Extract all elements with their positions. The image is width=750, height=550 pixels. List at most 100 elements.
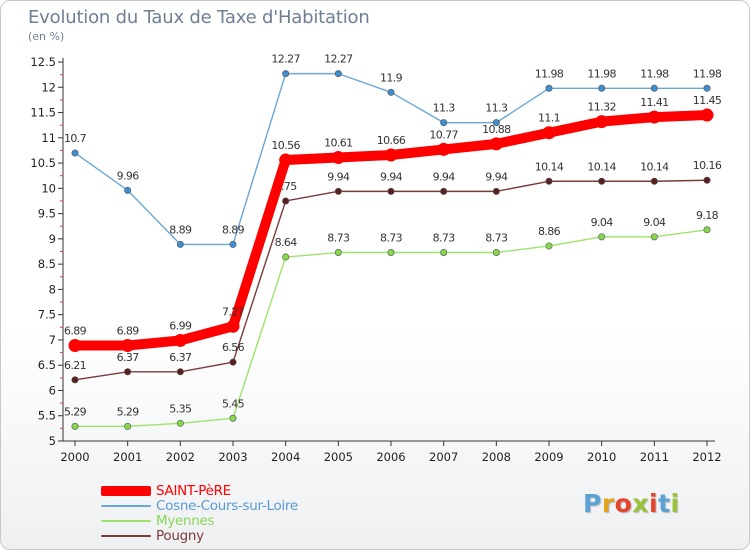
x-tick-label: 2005	[324, 450, 353, 464]
x-tick-label: 2007	[429, 450, 458, 464]
data-label: 10.16	[693, 159, 722, 172]
x-tick-label: 2009	[534, 450, 563, 464]
data-point	[492, 119, 500, 127]
y-tick-label: 9.5	[38, 207, 56, 221]
series-myennes: 5.29 5.29 5.35 5.45 8.64 8.73 8.73 8.73 8.73 8.86…	[64, 209, 719, 430]
data-point	[440, 119, 448, 127]
data-label: 9.04	[643, 216, 666, 229]
data-label: 9.18	[696, 209, 719, 222]
data-point	[331, 151, 345, 165]
logo-letter: P	[583, 489, 602, 518]
legend-item-cosne-cours-sur-loire: Cosne-Cours-sur-Loire	[101, 498, 361, 514]
data-point	[489, 137, 503, 151]
data-point	[282, 197, 290, 205]
data-label: 10.14	[587, 160, 616, 173]
data-point	[176, 240, 184, 248]
data-label: 9.94	[433, 170, 456, 183]
data-point	[542, 126, 556, 140]
data-label: 6.37	[169, 351, 192, 364]
x-tick-label: 2006	[376, 450, 405, 464]
data-point	[700, 108, 714, 122]
data-point	[440, 187, 448, 195]
data-label: 6.89	[64, 324, 87, 337]
x-tick-label: 2011	[640, 450, 669, 464]
data-point	[176, 419, 184, 427]
data-point	[71, 376, 79, 384]
data-point	[387, 249, 395, 257]
data-point	[492, 249, 500, 257]
data-label: 9.04	[591, 216, 614, 229]
data-label: 10.88	[482, 123, 511, 136]
data-label: 8.86	[538, 225, 561, 238]
data-label: 11.98	[693, 67, 722, 80]
data-point	[124, 186, 132, 194]
data-point	[650, 233, 658, 241]
legend-item-pougny: Pougny	[101, 528, 361, 544]
data-label: 11.3	[433, 102, 456, 115]
data-label: 9.94	[485, 170, 508, 183]
data-point	[334, 249, 342, 257]
data-label: 10.14	[535, 160, 564, 173]
x-tick-label: 2000	[60, 450, 89, 464]
legend-label: Cosne-Cours-sur-Loire	[156, 498, 298, 514]
x-tick-label: 2002	[166, 450, 195, 464]
data-label: 11.32	[587, 101, 616, 114]
x-tick-label: 2001	[113, 450, 142, 464]
data-label: 6.99	[169, 319, 192, 332]
legend-item-saint-pere: SAINT-PèRE	[101, 483, 361, 499]
data-label: 8.73	[327, 232, 350, 245]
y-tick-label: 7.5	[38, 308, 56, 322]
y-tick-label: 10	[41, 181, 56, 195]
data-label: 8.89	[169, 223, 192, 236]
data-label: 9.94	[380, 170, 403, 183]
data-point	[334, 70, 342, 78]
data-point	[440, 249, 448, 257]
data-label: 6.21	[64, 359, 86, 372]
data-point	[229, 414, 237, 422]
data-label: 10.14	[640, 160, 669, 173]
data-label: 11.1	[538, 112, 560, 125]
proxiti-logo: Proxiti	[583, 489, 680, 518]
logo-letter: r	[601, 489, 615, 518]
data-label: 6.37	[117, 351, 140, 364]
data-label: 8.89	[222, 223, 245, 236]
data-point	[598, 84, 606, 92]
data-point	[124, 368, 132, 376]
data-point	[124, 422, 132, 430]
data-label: 10.66	[377, 134, 406, 147]
data-label: 11.98	[587, 67, 616, 80]
y-tick-label: 10.5	[30, 156, 56, 170]
data-point	[387, 187, 395, 195]
data-label: 8.73	[485, 232, 508, 245]
data-point	[387, 88, 395, 96]
logo-letter: x	[632, 489, 649, 518]
data-label: 12.27	[324, 53, 353, 66]
data-label: 5.45	[222, 397, 245, 410]
legend-swatch	[101, 486, 151, 496]
y-tick-label: 6.5	[38, 358, 56, 372]
data-label: 11.9	[380, 71, 403, 84]
data-label: 11.41	[640, 96, 669, 109]
data-point	[71, 149, 79, 157]
data-label: 6.56	[222, 341, 245, 354]
x-tick-label: 2004	[271, 450, 300, 464]
data-point	[492, 187, 500, 195]
data-label: 12.27	[271, 53, 300, 66]
data-point	[121, 338, 135, 352]
data-point	[68, 338, 82, 352]
legend-swatch	[101, 520, 151, 522]
chart-title: Evolution du Taux de Taxe d'Habitation	[28, 7, 370, 28]
data-point	[282, 253, 290, 261]
data-point	[598, 233, 606, 241]
data-label: 10.56	[271, 139, 300, 152]
data-label: 5.29	[64, 405, 87, 418]
data-label: 7.27	[222, 305, 245, 318]
series-pougny: 6.216.37 6.376.569.759.94 9.94 9.94 9.9410.1…	[64, 159, 722, 384]
data-point	[173, 333, 187, 347]
data-point	[703, 84, 711, 92]
data-label: 5.29	[117, 405, 140, 418]
data-point	[176, 368, 184, 376]
data-point	[650, 84, 658, 92]
logo-letter: i	[670, 489, 680, 518]
